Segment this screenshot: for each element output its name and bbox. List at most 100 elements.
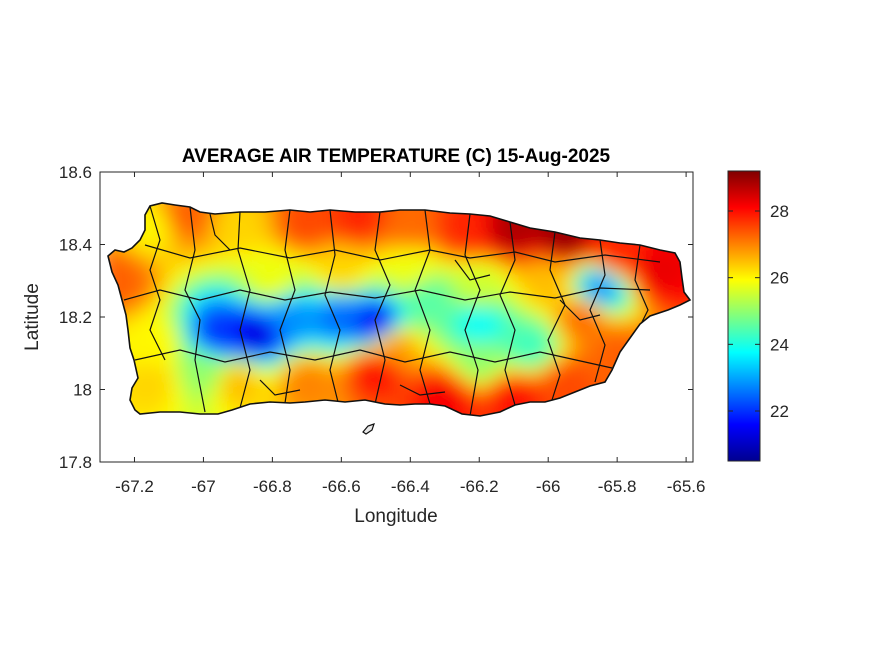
field-cell	[124, 278, 133, 287]
field-cell	[284, 270, 293, 279]
field-cell	[340, 382, 349, 391]
field-cell	[316, 366, 325, 375]
field-cell	[132, 398, 141, 407]
field-cell	[324, 262, 333, 271]
field-cell	[468, 254, 477, 263]
field-cell	[484, 374, 493, 383]
field-cell	[180, 206, 189, 215]
field-cell	[612, 326, 621, 335]
field-cell	[244, 302, 253, 311]
field-cell	[652, 270, 661, 279]
field-cell	[484, 286, 493, 295]
field-cell	[572, 326, 581, 335]
field-cell	[340, 302, 349, 311]
field-cell	[516, 246, 525, 255]
field-cell	[364, 286, 373, 295]
field-cell	[284, 342, 293, 351]
field-cell	[540, 382, 549, 391]
field-cell	[404, 390, 413, 399]
field-cell	[308, 238, 317, 247]
field-cell	[188, 366, 197, 375]
field-cell	[628, 294, 637, 303]
field-cell	[588, 254, 597, 263]
field-cell	[236, 294, 245, 303]
field-cell	[188, 398, 197, 407]
field-cell	[148, 358, 157, 367]
field-cell	[356, 326, 365, 335]
field-cell	[404, 238, 413, 247]
field-cell	[220, 278, 229, 287]
field-cell	[220, 238, 229, 247]
field-cell	[388, 342, 397, 351]
field-cell	[164, 230, 173, 239]
field-cell	[212, 390, 221, 399]
field-cell	[652, 254, 661, 263]
municipality-border	[259, 379, 301, 396]
field-cell	[292, 254, 301, 263]
field-cell	[324, 230, 333, 239]
field-cell	[404, 318, 413, 327]
field-cell	[292, 222, 301, 231]
field-cell	[580, 294, 589, 303]
field-cell	[372, 374, 381, 383]
field-cell	[300, 382, 309, 391]
field-cell	[412, 374, 421, 383]
colorbar-ticks: 22 24 26 28	[728, 202, 789, 421]
field-cell	[308, 334, 317, 343]
field-cell	[532, 230, 541, 239]
field-cell	[284, 334, 293, 343]
field-cell	[396, 230, 405, 239]
field-cell	[348, 270, 357, 279]
field-cell	[148, 206, 157, 215]
field-cell	[604, 294, 613, 303]
field-cell	[604, 278, 613, 287]
field-cell	[420, 214, 429, 223]
field-cell	[428, 366, 437, 375]
field-cell	[268, 294, 277, 303]
field-cell	[364, 318, 373, 327]
field-cell	[524, 310, 533, 319]
field-cell	[276, 262, 285, 271]
field-cell	[132, 358, 141, 367]
y-axis-label: Latitude	[22, 283, 43, 351]
field-cell	[396, 326, 405, 335]
field-cell	[412, 342, 421, 351]
field-cell	[604, 246, 613, 255]
field-cell	[332, 270, 341, 279]
field-cell	[660, 278, 669, 287]
field-cell	[444, 302, 453, 311]
field-cell	[164, 278, 173, 287]
field-cell	[204, 230, 213, 239]
field-cell	[324, 318, 333, 327]
field-cell	[244, 278, 253, 287]
field-cell	[316, 278, 325, 287]
field-cell	[156, 382, 165, 391]
field-cell	[340, 358, 349, 367]
field-cell	[436, 270, 445, 279]
field-cell	[180, 382, 189, 391]
field-cell	[484, 358, 493, 367]
field-cell	[348, 358, 357, 367]
field-cell	[412, 222, 421, 231]
field-cell	[500, 278, 509, 287]
field-cell	[636, 310, 645, 319]
field-cell	[244, 350, 253, 359]
field-cell	[364, 262, 373, 271]
field-cell	[636, 294, 645, 303]
field-cell	[444, 214, 453, 223]
field-cell	[516, 254, 525, 263]
field-cell	[260, 286, 269, 295]
field-cell	[596, 270, 605, 279]
field-cell	[588, 286, 597, 295]
field-cell	[492, 294, 501, 303]
field-cell	[268, 318, 277, 327]
field-cell	[460, 390, 469, 399]
field-cell	[228, 390, 237, 399]
field-cell	[204, 278, 213, 287]
field-cell	[148, 334, 157, 343]
field-cell	[276, 230, 285, 239]
field-cell	[308, 262, 317, 271]
field-cell	[580, 262, 589, 271]
field-cell	[564, 238, 573, 247]
field-cell	[188, 278, 197, 287]
